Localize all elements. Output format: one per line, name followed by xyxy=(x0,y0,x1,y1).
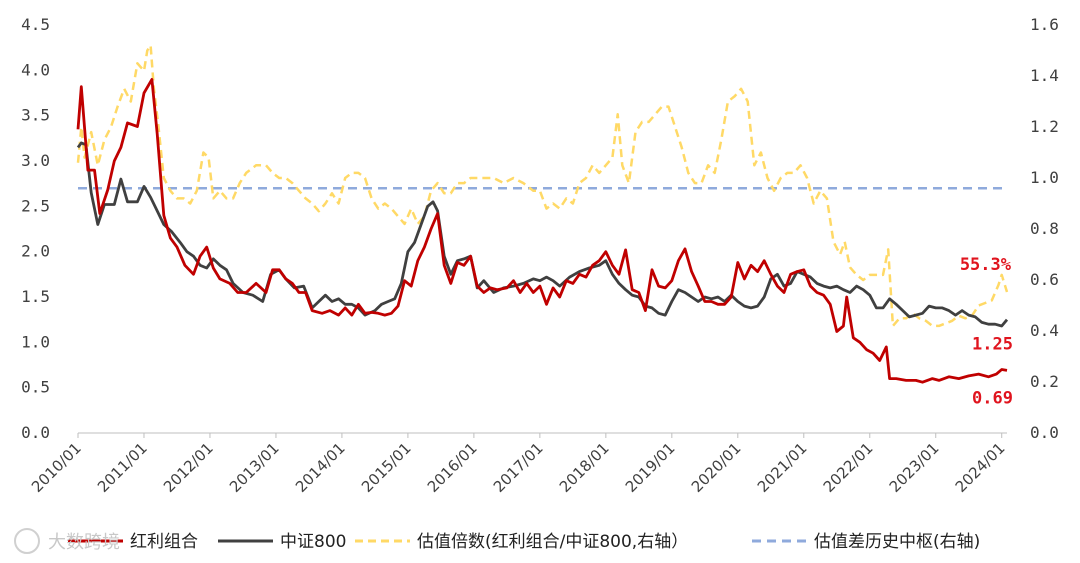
x-tick-label: 2011/01 xyxy=(94,439,151,496)
y-left-tick-label: 3.5 xyxy=(21,106,50,125)
x-tick-label: 2010/01 xyxy=(28,439,85,496)
y-left-tick-label: 4.5 xyxy=(21,15,50,34)
y-left-tick-label: 2.5 xyxy=(21,196,50,215)
y-left-tick-label: 0.0 xyxy=(21,423,50,442)
y-left-tick-label: 2.0 xyxy=(21,242,50,261)
chart-annotations: 55.3% 1.25 0.69 xyxy=(960,255,1013,408)
x-tick-label: 2021/01 xyxy=(754,439,811,496)
series-line-2 xyxy=(76,141,1009,328)
legend-label-3: 估值倍数(红利组合/中证800,右轴） xyxy=(417,532,688,552)
chart-axes: 0.0 0.5 1.0 1.5 2.0 2.5 3.0 3.5 4.0 4.5 0.0 0.2 0.4 0… xyxy=(21,15,1059,496)
y-right-tick-label: 0.8 xyxy=(1030,219,1059,238)
y-right-tick-label: 1.6 xyxy=(1030,15,1059,34)
annotation-label: 1.25 xyxy=(972,335,1013,355)
x-tick-label: 2020/01 xyxy=(688,439,745,496)
y-left-tick-label: 1.0 xyxy=(21,332,50,351)
chart-series xyxy=(76,44,1009,384)
watermark-text: 大数跨境 xyxy=(48,532,120,553)
x-tick-label: 2019/01 xyxy=(622,439,679,496)
y-right-tick-label: 1.4 xyxy=(1030,66,1059,85)
y-left-tick-label: 4.0 xyxy=(21,60,50,79)
x-tick-label: 2018/01 xyxy=(556,439,613,496)
x-tick-label: 2022/01 xyxy=(820,439,877,496)
x-tick-label: 2013/01 xyxy=(226,439,283,496)
y-right-tick-label: 0.4 xyxy=(1030,321,1059,340)
y-right-tick-label: 1.2 xyxy=(1030,117,1059,136)
y-left-tick-label: 3.0 xyxy=(21,151,50,170)
x-tick-label: 2014/01 xyxy=(292,439,349,496)
y-left-tick-label: 0.5 xyxy=(21,378,50,397)
y-left-tick-label: 1.5 xyxy=(21,287,50,306)
legend-label-2: 中证800 xyxy=(280,532,346,552)
x-tick-label: 2017/01 xyxy=(490,439,547,496)
annotation-label: 55.3% xyxy=(960,255,1012,275)
y-right-tick-label: 0.2 xyxy=(1030,372,1059,391)
y-right-tick-label: 0.6 xyxy=(1030,270,1059,289)
legend-label-1: 红利组合 xyxy=(130,532,198,552)
annotation-label: 0.69 xyxy=(972,388,1013,408)
x-tick-label: 2023/01 xyxy=(886,439,943,496)
watermark: 大数跨境 xyxy=(14,528,120,554)
series-line-3 xyxy=(76,44,1009,328)
y-right-tick-label: 1.0 xyxy=(1030,168,1059,187)
watermark-logo-icon xyxy=(14,528,40,554)
y-right-tick-label: 0.0 xyxy=(1030,423,1059,442)
series-line-1 xyxy=(76,78,1008,384)
x-tick-label: 2012/01 xyxy=(160,439,217,496)
x-tick-label: 2024/01 xyxy=(952,439,1009,496)
legend-label-4: 估值差历史中枢(右轴) xyxy=(814,532,980,552)
chart-legend: 红利组合 中证800 估值倍数(红利组合/中证800,右轴） 估值差历史中枢(右轴) xyxy=(68,532,980,552)
x-tick-label: 2015/01 xyxy=(358,439,415,496)
x-tick-label: 2016/01 xyxy=(424,439,481,496)
